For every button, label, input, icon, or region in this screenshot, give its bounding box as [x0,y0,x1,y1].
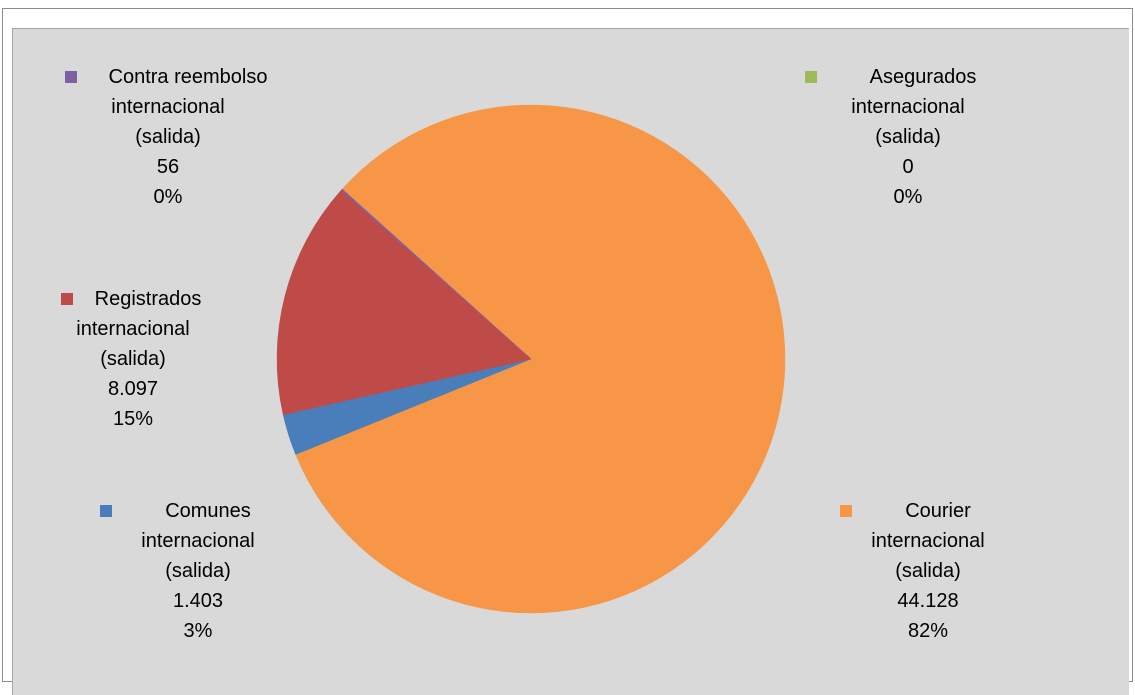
legend-swatch-asegurados [805,71,817,83]
legend-swatch-comunes [100,505,112,517]
label-name-line: (salida) [165,560,231,582]
label-percent: 0% [153,186,183,208]
label-name-line: internacional [141,530,255,552]
label-value: 1.403 [172,590,224,612]
label-name-line: internacional [871,530,985,552]
pie-slice-registrados [276,189,532,416]
label-percent: 3% [183,620,213,642]
data-label-courier: Courier internacional (salida) 44.128 82… [838,496,1018,646]
label-percent: 0% [893,186,923,208]
label-value: 56 [156,156,180,178]
legend-swatch-registrados [61,293,73,305]
data-label-comunes: Comunes internacional (salida) 1.403 3% [100,496,288,646]
label-name-line: internacional [76,318,190,340]
label-percent: 82% [907,620,949,642]
label-name-line: Comunes [165,500,251,522]
label-name-line: Asegurados [869,66,977,88]
label-name-line: (salida) [875,126,941,148]
data-label-asegurados: Asegurados internacional (salida) 0 0% [803,62,1013,212]
chart-frame: Contra reembolso internacional (salida) … [2,8,1133,695]
pie-chart [276,104,786,614]
plot-area: Contra reembolso internacional (salida) … [12,28,1129,695]
data-label-contra: Contra reembolso internacional (salida) … [43,62,293,212]
label-name-line: (salida) [135,126,201,148]
label-name-line: internacional [111,96,225,118]
chart-title [0,0,1135,8]
pie-slice-courier [295,104,786,614]
label-percent: 15% [112,408,154,430]
label-name-line: Registrados [94,288,202,310]
label-name-line: internacional [851,96,965,118]
label-value: 0 [902,156,914,178]
label-value: 44.128 [897,590,959,612]
label-name-line: Courier [905,500,971,522]
pie-slice-contra [340,188,532,360]
data-label-registrados: Registrados internacional (salida) 8.097… [43,284,223,434]
label-name-line: Contra reembolso [108,66,268,88]
legend-swatch-courier [840,505,852,517]
label-name-line: (salida) [100,348,166,370]
label-value: 8.097 [107,378,159,400]
legend-swatch-contra [65,71,77,83]
label-name-line: (salida) [895,560,961,582]
